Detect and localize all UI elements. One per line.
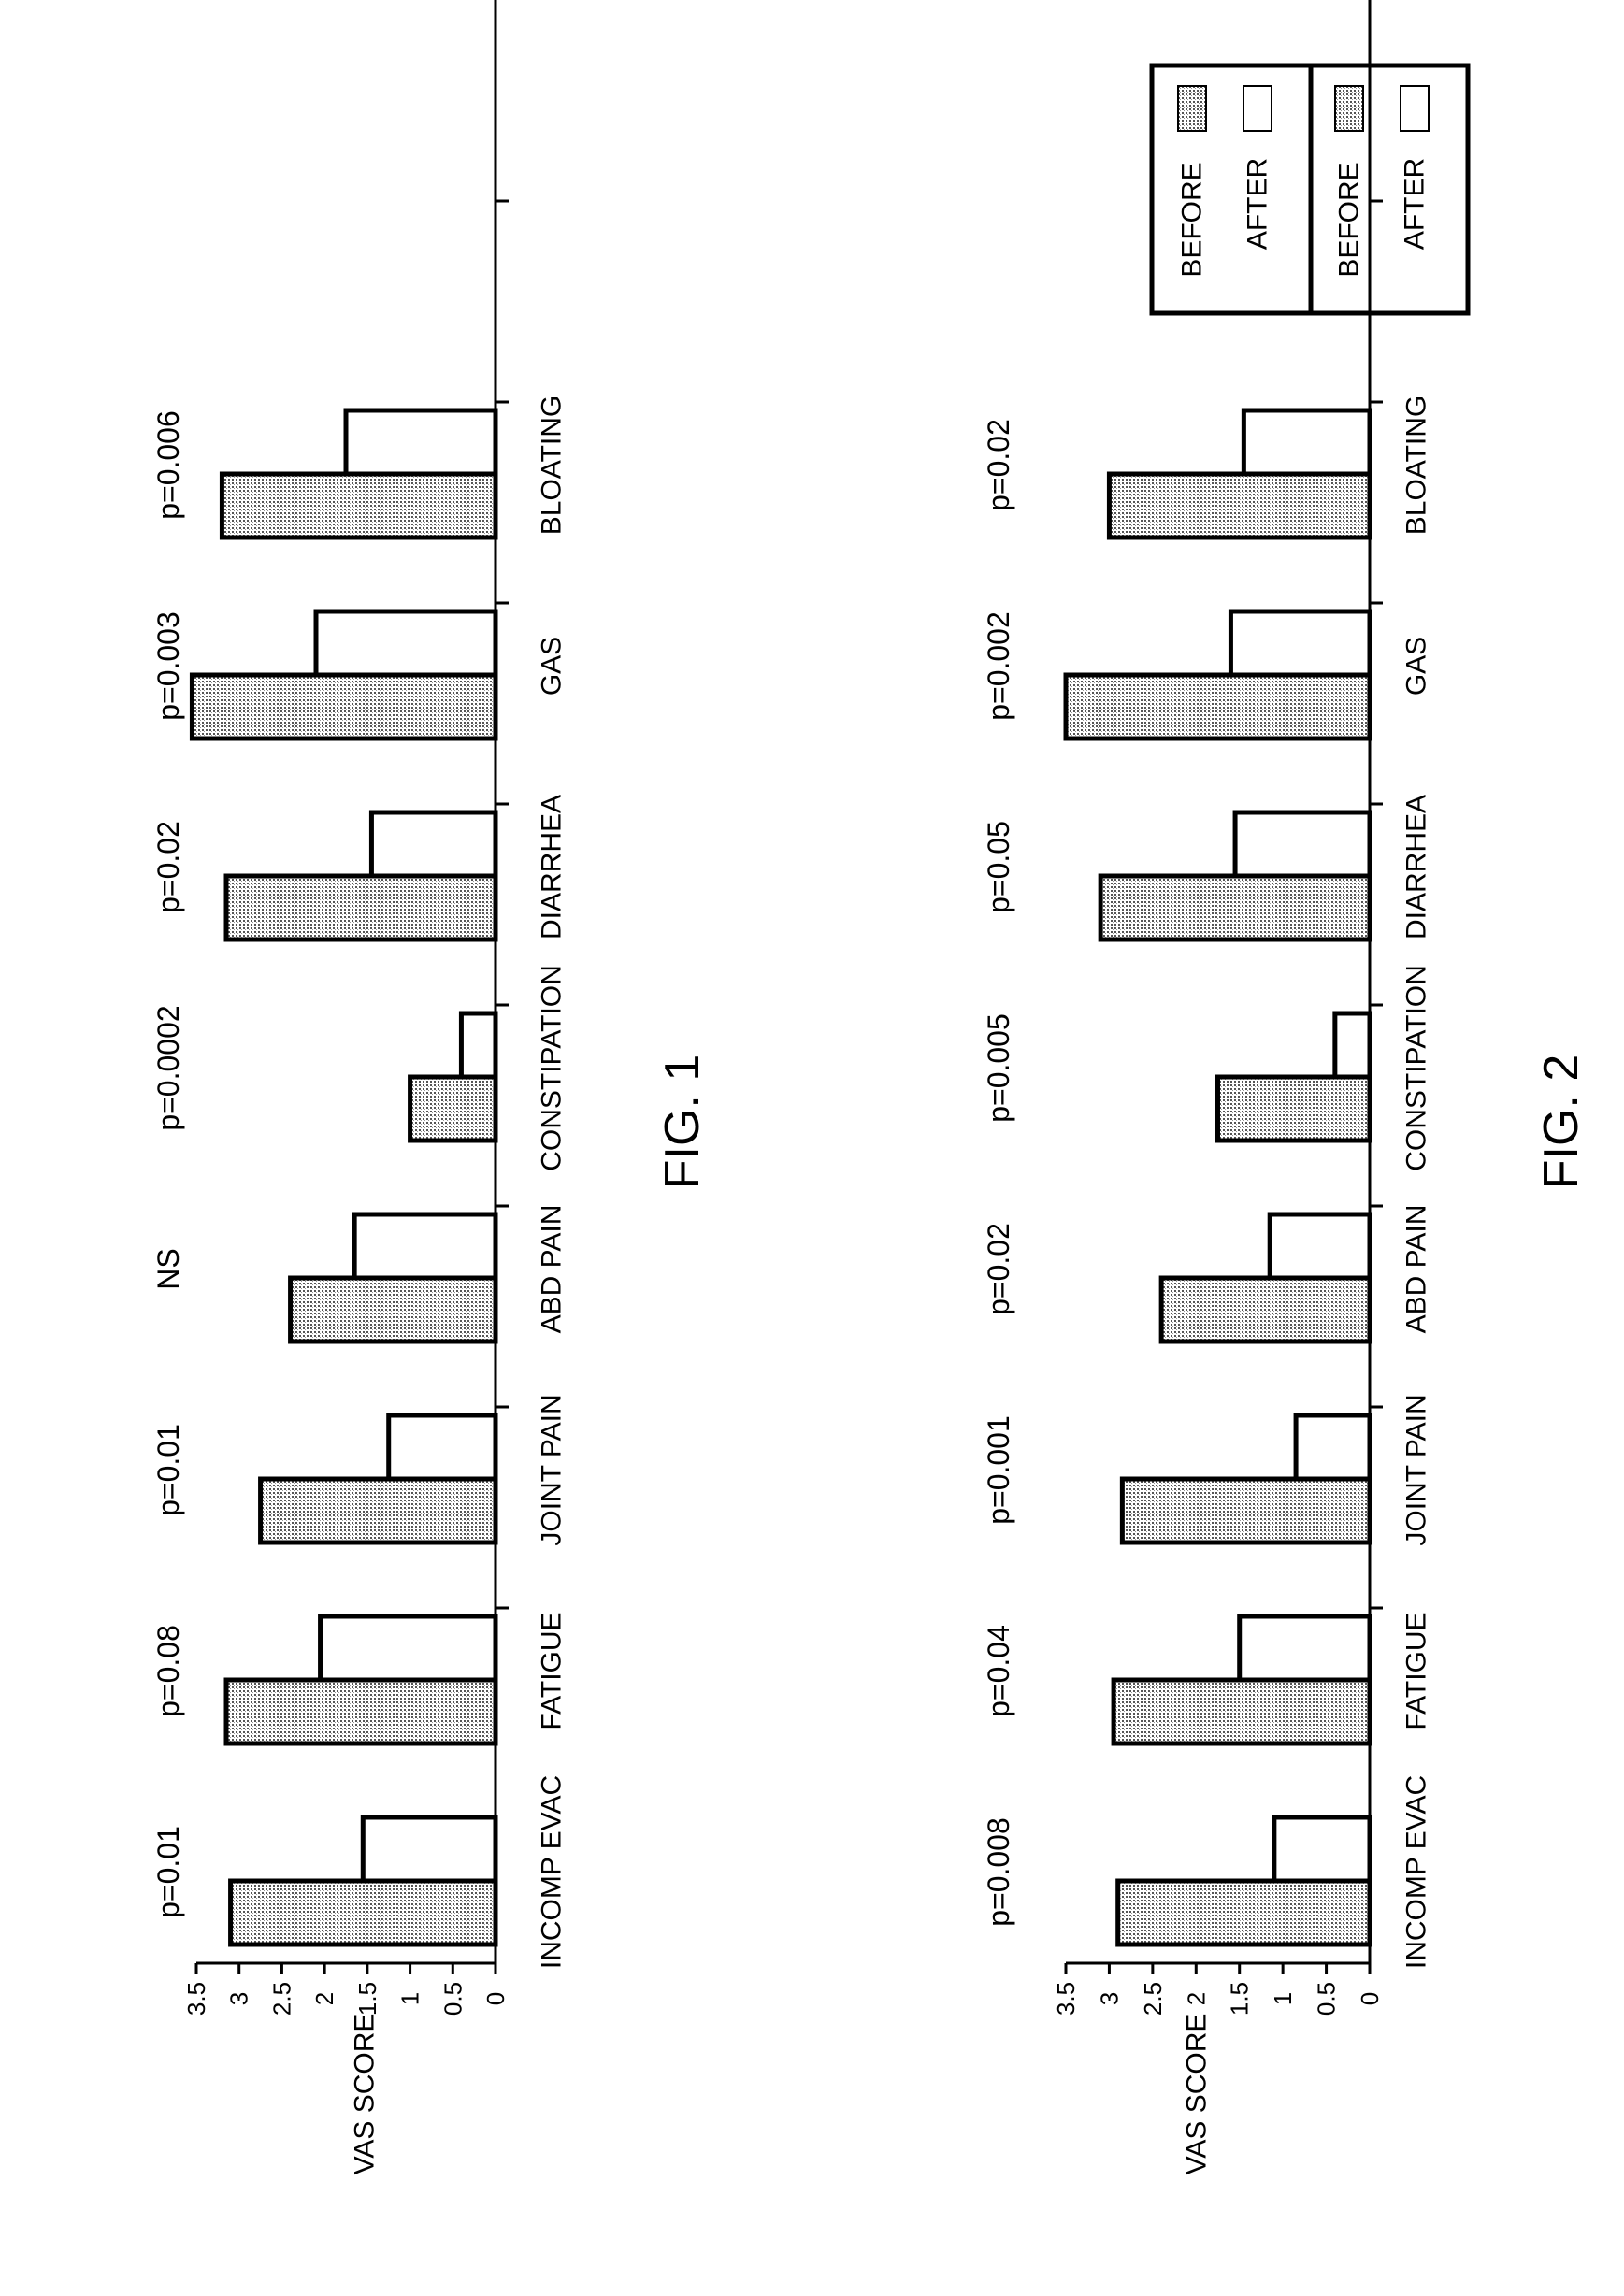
bar-after [1274, 1817, 1370, 1881]
legend-label-before: BEFORE [1177, 162, 1208, 277]
bar-after [363, 1817, 496, 1881]
bar-after [354, 1214, 496, 1278]
bar-before [1218, 1077, 1371, 1141]
value-tick-label: 1 [1269, 1992, 1297, 2005]
category-label: BLOATING [537, 395, 568, 535]
bar-after [1270, 1214, 1370, 1278]
value-tick-label: 2.5 [1139, 1982, 1167, 2016]
bar-after [1235, 812, 1370, 876]
bar-before [231, 1881, 496, 1944]
bar-after [461, 1013, 496, 1077]
value-tick-label: 0.5 [438, 1982, 467, 2016]
legend-box [1152, 65, 1311, 313]
legend-swatch-after [1243, 86, 1272, 131]
value-tick-label: 3.5 [1052, 1982, 1080, 2016]
bar-after [371, 812, 496, 876]
bar-before [1066, 675, 1370, 739]
bar-after [1296, 1415, 1370, 1479]
bar-after [389, 1415, 496, 1479]
value-tick-label: 0 [481, 1992, 510, 2005]
value-tick-label: 3.5 [182, 1982, 210, 2016]
category-label: DIARRHEA [1401, 795, 1432, 940]
bar-before [192, 675, 496, 739]
bar-before [226, 1680, 496, 1744]
bar-after [346, 410, 496, 474]
legend-label-before: BEFORE [1334, 162, 1365, 277]
bar-after [321, 1616, 496, 1680]
figure-title: FIG. 2 [1534, 1055, 1588, 1189]
value-tick-label: 2.5 [267, 1982, 295, 2016]
value-tick-label: 2 [1182, 1992, 1210, 2005]
p-value-annotation: p=0.02 [982, 1223, 1015, 1315]
category-label: CONSTIPATION [537, 965, 568, 1171]
category-label: FATIGUE [537, 1612, 568, 1729]
value-tick-label: 0.5 [1313, 1982, 1341, 2016]
p-value-annotation: p=0.001 [982, 1415, 1015, 1525]
p-value-annotation: p=0.002 [982, 611, 1015, 721]
bar-after [1240, 1616, 1370, 1680]
bar-before [1114, 1680, 1370, 1744]
legend-label-after: AFTER [1243, 158, 1273, 250]
category-label: DIARRHEA [537, 795, 568, 940]
bar-before [291, 1278, 496, 1342]
legend-label-after: AFTER [1400, 158, 1430, 250]
y-axis-title: VAS SCORE [350, 2014, 381, 2175]
legend-swatch-after [1401, 86, 1429, 131]
p-value-annotation: p=0.02 [151, 821, 185, 913]
category-label: ABD PAIN [1401, 1205, 1432, 1334]
p-value-annotation: p=0.04 [982, 1625, 1015, 1717]
value-tick-label: 2 [310, 1992, 338, 2005]
figure-title: FIG. 1 [655, 1055, 710, 1189]
p-value-annotation: p=0.005 [982, 1013, 1015, 1123]
figure-2: 0 0.5 1 1.5 2 2.5 3 3.5 VAS SCORE BLOATING p=0.02 G… [982, 0, 1588, 2174]
value-tick-label: 1 [396, 1992, 424, 2005]
category-label: INCOMP EVAC [1401, 1775, 1432, 1969]
value-tick-label: 1.5 [1226, 1982, 1254, 2016]
bar-before [1118, 1881, 1370, 1944]
bar-before [410, 1077, 496, 1141]
bar-before [1122, 1479, 1370, 1543]
p-value-annotation: p=0.008 [982, 1817, 1015, 1927]
y-axis-title: VAS SCORE [1182, 2014, 1213, 2175]
category-label: GAS [537, 637, 568, 696]
bar-before [1109, 474, 1370, 538]
bar-after [316, 611, 496, 675]
p-value-annotation: p=0.01 [151, 1826, 185, 1918]
p-value-annotation: p=0.003 [151, 611, 185, 721]
bar-before [1161, 1278, 1370, 1342]
p-value-annotation: NS [151, 1248, 185, 1289]
p-value-annotation: p=0.05 [982, 821, 1015, 913]
legend-box [1309, 65, 1468, 313]
category-label: ABD PAIN [537, 1205, 568, 1334]
category-label: CONSTIPATION [1401, 965, 1432, 1171]
figures-canvas: 0 0.5 1 1.5 2 2.5 3 3.5 VAS SCORE BLOATING p=0.006… [0, 0, 1624, 2291]
category-label: FATIGUE [1401, 1612, 1432, 1729]
category-label: GAS [1401, 637, 1432, 696]
p-value-annotation: p=0.08 [151, 1625, 185, 1717]
bar-after [1230, 611, 1370, 675]
legend-swatch-before [1178, 86, 1206, 131]
legend-swatch-before [1335, 86, 1363, 131]
category-label: INCOMP EVAC [537, 1775, 568, 1969]
bar-before [226, 876, 496, 940]
p-value-annotation: p=0.01 [151, 1424, 185, 1516]
p-value-annotation: p=0.0002 [151, 1005, 185, 1130]
bar-before [1100, 876, 1370, 940]
category-label: BLOATING [1401, 395, 1432, 535]
bar-before [261, 1479, 496, 1543]
patent-figure-page: 0 0.5 1 1.5 2 2.5 3 3.5 VAS SCORE BLOATING p=0.006… [0, 0, 1624, 2291]
value-tick-label: 1.5 [353, 1982, 381, 2016]
value-tick-label: 3 [225, 1992, 253, 2005]
value-tick-label: 3 [1095, 1992, 1123, 2005]
category-label: JOINT PAIN [1401, 1394, 1432, 1545]
category-label: JOINT PAIN [537, 1394, 568, 1545]
p-value-annotation: p=0.006 [151, 410, 185, 520]
p-value-annotation: p=0.02 [982, 419, 1015, 511]
bar-after [1243, 410, 1370, 474]
bar-after [1335, 1013, 1370, 1077]
bar-before [222, 474, 496, 538]
value-tick-label: 0 [1356, 1992, 1384, 2005]
